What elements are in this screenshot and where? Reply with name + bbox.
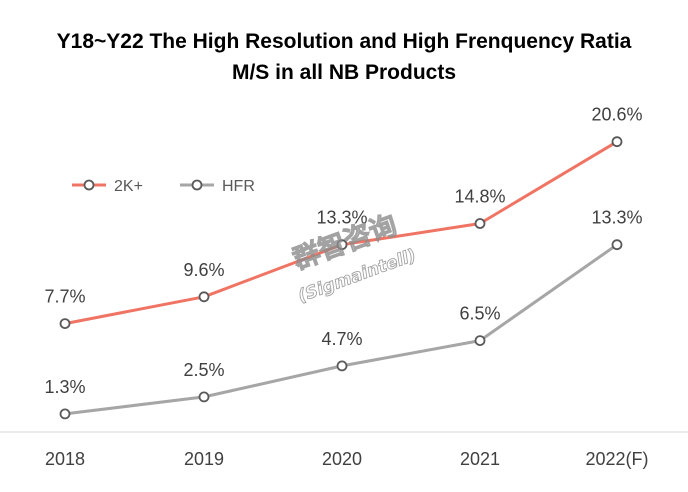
data-label-2k: 13.3% (316, 208, 367, 228)
data-label-2k: 7.7% (44, 287, 85, 307)
x-tick-label: 2019 (184, 449, 224, 469)
data-point-2k (474, 218, 486, 229)
x-tick-label: 2021 (460, 449, 500, 469)
data-point-hfr (474, 335, 486, 347)
data-point-2k (336, 239, 348, 251)
legend-label-2k: 2K+ (114, 178, 143, 195)
data-label-hfr: 4.7% (321, 329, 362, 349)
data-label-hfr: 6.5% (459, 304, 500, 324)
x-tick-label: 2020 (322, 449, 362, 469)
chart-title: Y18~Y22 The High Resolution and High Fre… (0, 26, 688, 88)
x-tick-label: 2018 (45, 449, 85, 469)
data-point-2k (198, 291, 210, 303)
data-point-hfr (198, 391, 210, 403)
data-label-hfr: 1.3% (44, 377, 85, 397)
legend-marker-2k (83, 179, 95, 191)
data-point-2k (59, 318, 71, 330)
x-tick-label: 2022(F) (585, 449, 648, 469)
chart-title-line2: M/S in all NB Products (231, 61, 457, 84)
data-label-hfr: 2.5% (183, 360, 224, 380)
data-point-hfr (59, 408, 71, 420)
data-point-hfr (336, 360, 348, 372)
chart-title-line1: Y18~Y22 The High Resolution and High Fre… (56, 30, 632, 53)
legend-label-hfr: HFR (222, 178, 255, 195)
data-label-2k: 20.6% (591, 105, 642, 125)
data-label-hfr: 13.3% (591, 208, 642, 228)
data-label-2k: 9.6% (183, 260, 224, 280)
data-label-2k: 14.8% (454, 187, 505, 207)
data-point-hfr (611, 239, 623, 251)
legend-marker-hfr (191, 179, 203, 191)
data-point-2k (611, 136, 623, 148)
